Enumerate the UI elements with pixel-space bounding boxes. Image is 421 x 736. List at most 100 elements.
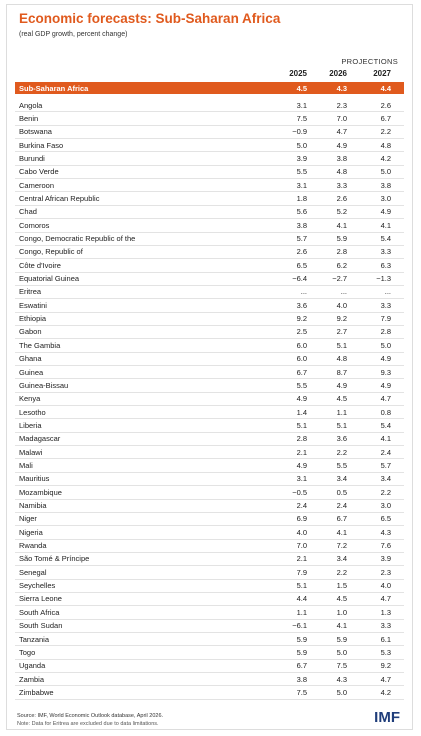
row-divider [15,551,404,553]
cell-value: 3.1 [296,180,307,190]
cell-value: 3.8 [336,153,347,163]
row-divider [15,151,404,153]
row-divider [15,698,404,700]
cell-value: 5.0 [336,687,347,697]
projections-label: PROJECTIONS [341,57,398,66]
row-divider [15,685,404,687]
cell-value: 5.7 [296,234,307,243]
row-divider [15,311,404,313]
cell-value: 9.2 [296,314,307,324]
country-name: Central African Republic [19,193,100,203]
country-name: Uganda [19,661,46,671]
cell-value: 5.0 [380,340,391,350]
title: Economic forecasts: Sub-Saharan Africa [19,11,281,26]
country-name: Gabon [19,327,42,337]
country-name: Eswatini [19,300,47,310]
country-name: Botswana [19,127,52,137]
country-name: South Africa [19,607,60,617]
country-name: Mozambique [19,487,62,497]
cell-value: 2.2 [336,447,347,457]
country-name: Liberia [19,420,42,430]
cell-value: 3.6 [296,300,307,310]
cell-value: −6.1 [292,621,307,631]
cell-value: 4.1 [336,527,347,537]
row-divider [15,365,404,366]
cell-value: 7.5 [296,113,307,123]
cell-value: 4.9 [380,207,391,217]
cell-value: 7.5 [296,687,307,697]
country-name: Ethiopia [19,314,47,324]
cell-value: 7.2 [336,541,347,551]
source: Source: IMF, World Economic Outlook data… [17,713,164,719]
subtitle: (real GDP growth, percent change) [19,31,128,38]
cell-value: 4.7 [380,594,391,604]
cell-value: 5.0 [380,167,391,177]
cell-value: 6.5 [380,514,391,524]
cell-value: 4.7 [380,674,391,684]
cell-value: 3.4 [380,474,391,484]
cell-value: 3.1 [296,100,307,110]
cell-value: 4.4 [296,594,307,604]
cell-value: 2.4 [336,501,347,510]
row-divider [15,511,404,513]
cell-value: −0.9 [292,127,307,137]
cell-value: 1.5 [336,581,347,591]
country-name: Burundi [19,153,45,163]
region-value: 4.4 [380,84,391,93]
cell-value: 4.1 [380,434,391,444]
cell-value: 1.0 [336,607,347,617]
cell-value: 4.9 [336,140,347,150]
cell-value: 4.1 [336,220,347,230]
cell-value: 4.9 [380,380,391,390]
country-name: Comoros [19,220,50,230]
cell-value: 3.4 [336,554,347,564]
cell-value: 3.9 [380,554,391,564]
cell-value: 6.5 [296,260,307,270]
country-name: Equatorial Guinea [19,274,80,284]
row-divider [15,284,404,286]
cell-value: 7.9 [380,314,391,324]
cell-value: 4.5 [336,594,347,604]
cell-value: 2.8 [380,327,391,337]
cell-value: 4.9 [296,460,307,470]
country-name: Namibia [19,501,47,510]
cell-value: 4.2 [380,687,391,697]
cell-value: 5.9 [296,634,307,644]
row-divider [15,565,404,567]
cell-value: 6.7 [336,514,347,524]
country-name: Côte d'Ivoire [19,260,61,270]
country-name: Congo, Democratic Republic of the [19,234,136,243]
cell-value: 4.8 [336,354,347,364]
cell-value: 6.7 [380,113,391,123]
cell-value: 9.3 [380,367,391,377]
cell-value: −0.5 [292,487,307,497]
row-divider [15,351,404,353]
cell-value: 5.1 [296,420,307,430]
cell-value: 6.0 [296,354,307,364]
cell-value: 5.0 [336,647,347,657]
cell-value: 2.3 [380,567,391,577]
cell-value: 5.9 [296,647,307,657]
country-name: Rwanda [19,541,47,551]
region-row [15,82,404,94]
row-divider [15,218,404,220]
cell-value: 7.0 [336,113,347,123]
row-divider [15,138,404,140]
row-divider [15,632,404,633]
cell-value: 2.4 [380,447,391,457]
cell-value: 4.1 [380,220,391,230]
cell-value: 2.6 [380,100,391,110]
row-divider [15,578,404,580]
region-value: 4.3 [336,84,347,93]
cell-value: 5.0 [296,140,307,150]
row-divider [15,485,404,487]
country-name: Cameroon [19,180,55,190]
country-name: Benin [19,113,39,123]
country-name: South Sudan [19,621,63,631]
cell-value: 3.0 [380,501,391,510]
country-name: Eritrea [19,287,42,297]
cell-value: 3.9 [296,153,307,163]
cell-value: 3.8 [380,180,391,190]
row-divider [15,178,404,180]
